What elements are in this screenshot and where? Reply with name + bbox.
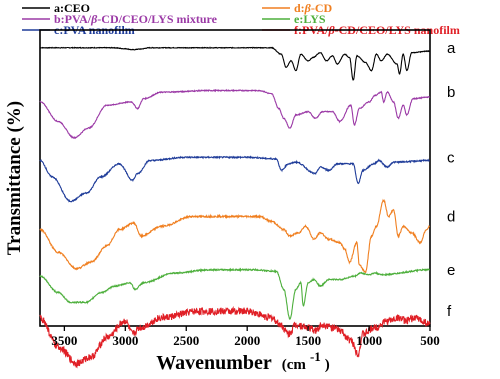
- x-axis-title-main: Wavenumber: [156, 352, 272, 374]
- x-tick-label: 1500: [295, 333, 321, 348]
- plot-area: [39, 29, 431, 327]
- curve-labels: a b c d e f: [447, 40, 456, 320]
- series-group: [39, 46, 431, 369]
- curve-label-e: e: [447, 262, 455, 279]
- x-axis-ticks: 3500 3000 2500 2000 1500 1000 500: [51, 326, 440, 348]
- curve-label-f: f: [447, 303, 452, 320]
- series-line-d: [39, 198, 431, 274]
- curve-label-b: b: [447, 84, 455, 101]
- series-line-a: [39, 46, 430, 81]
- series-line-f: [39, 305, 431, 369]
- legend-label: e:LYS: [294, 12, 326, 26]
- series-line-c: [39, 155, 431, 203]
- series-line-e: [39, 267, 431, 320]
- legend-label: b:PVA/β-CD/CEO/LYS mixture: [54, 12, 218, 26]
- curve-label-d: d: [447, 208, 455, 225]
- x-tick-label: 1000: [356, 333, 382, 348]
- x-tick-label: 3000: [112, 333, 138, 348]
- x-axis-title-unit-exp: -1: [310, 349, 321, 364]
- legend-label: a:CEO: [54, 1, 90, 15]
- x-tick-label: 500: [420, 333, 440, 348]
- y-axis-title: Transmittance (%): [4, 101, 25, 255]
- series-line-b: [39, 88, 431, 140]
- curve-label-a: a: [447, 40, 456, 57]
- x-axis-title-unit-open: (cm: [282, 357, 307, 373]
- x-axis-title-unit-close: ): [325, 357, 330, 373]
- x-axis-title: Wavenumber (cm -1 ): [156, 348, 330, 374]
- x-tick-label: 3500: [51, 333, 77, 348]
- x-tick-label: 2500: [173, 333, 199, 348]
- x-tick-label: 2000: [234, 333, 260, 348]
- plot-frame: [39, 29, 431, 327]
- curve-label-c: c: [447, 149, 455, 166]
- legend-label: d:β-CD: [294, 1, 332, 15]
